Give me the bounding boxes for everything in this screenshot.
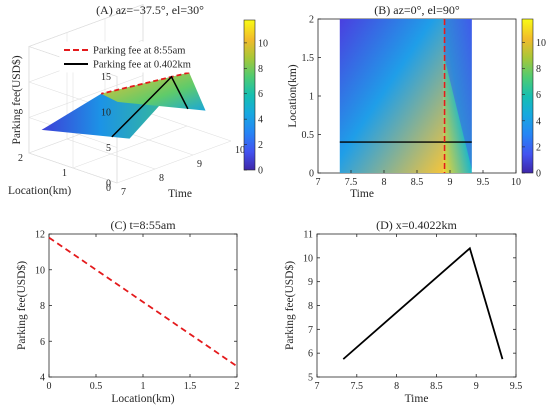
x-tick-label: 10 <box>511 177 521 188</box>
legend-box <box>59 41 211 73</box>
y-tick-label: 10 <box>303 253 313 264</box>
x-tick-label: 9 <box>448 177 453 188</box>
colorbar-tick-label: 0 <box>258 166 263 177</box>
chart-title: (B) az=0°, el=90° <box>374 3 460 17</box>
x-tick-label: 7 <box>315 381 320 392</box>
colorbar <box>243 19 256 171</box>
y-axis-label: Location(km) <box>287 64 299 127</box>
y-tick-label: 11 <box>303 230 313 241</box>
y-tick-label: 1 <box>62 168 67 179</box>
y-tick-label: 8 <box>40 301 45 312</box>
x-tick-label: 7.5 <box>345 177 358 188</box>
y-tick-label: 6 <box>308 349 313 360</box>
x-tick-label: 9.5 <box>510 381 523 392</box>
y-tick-label: 2 <box>309 15 314 26</box>
x-tick-label: 9.5 <box>477 177 490 188</box>
panel-b: 7 7.5 8 8.5 9 9.5 10 0 0.5 1 1.5 2 (B) az=0°, el=90°… <box>287 3 546 200</box>
y-tick-label: 10 <box>35 265 45 276</box>
x-axis-label: Time <box>168 188 192 200</box>
x-tick-label: 10 <box>235 145 245 156</box>
series-line <box>48 236 238 368</box>
y-tick-label: 9 <box>308 277 313 288</box>
x-axis-label: Time <box>405 393 429 405</box>
colorbar-tick-label: 10 <box>536 38 546 49</box>
colorbar-tick-label: 8 <box>258 64 263 75</box>
legend-label: Parking fee at 0.402km <box>93 60 191 71</box>
heatmap-shade <box>443 19 472 170</box>
colorbar-tick-label: 10 <box>258 38 268 49</box>
plot-area <box>48 233 238 378</box>
x-tick-label: 0 <box>47 381 52 392</box>
y-tick-label: 1 <box>309 92 314 103</box>
x-tick-label: 8 <box>159 173 164 184</box>
y-axis-label: Parking fee(USD$) <box>15 261 28 350</box>
x-tick-label: 8.5 <box>430 381 443 392</box>
x-tick-label: 1 <box>141 381 146 392</box>
colorbar-tick-label: 4 <box>536 116 541 127</box>
z-tick-label: 10 <box>101 108 111 119</box>
x-tick-label: 7 <box>316 177 321 188</box>
y-tick-label: 0 <box>309 169 314 180</box>
colorbar-tick-label: 2 <box>258 140 263 151</box>
grid-line <box>72 61 188 169</box>
y-tick-label: 8 <box>308 301 313 312</box>
y-tick-label: 0 <box>106 183 111 194</box>
x-tick-label: 7 <box>121 187 126 198</box>
colorbar-tick-label: 8 <box>536 64 541 75</box>
chart-title: (A) az=−37.5°, el=30° <box>96 3 204 17</box>
y-tick-label: 1.5 <box>302 53 315 64</box>
x-tick-label: 8 <box>382 177 387 188</box>
x-axis-label: Location(km) <box>111 393 174 405</box>
x-tick-label: 8 <box>394 381 399 392</box>
panel-d: 7 7.5 8 8.5 9 9.5 5 6 7 8 9 10 11 (D) x=0.4022km Time P… <box>283 218 522 405</box>
x-tick-label: 9 <box>197 159 202 170</box>
y-tick-label: 6 <box>40 337 45 348</box>
y-tick-label: 0.5 <box>302 130 315 141</box>
panel-a: 0 5 10 15 0 1 2 7 8 9 10 (A) az=−37.5°, el=30° Parki… <box>8 3 268 200</box>
surface-falling <box>101 72 206 111</box>
y-tick-label: 4 <box>40 373 45 384</box>
x-tick-label: 0.5 <box>90 381 103 392</box>
x-tick-label: 1.5 <box>184 381 197 392</box>
z-tick-label: 15 <box>101 72 111 83</box>
colorbar-tick-label: 4 <box>258 115 263 126</box>
x-tick-label: 9 <box>474 381 479 392</box>
y-tick-label: 12 <box>35 230 45 241</box>
colorbar-tick-label: 6 <box>536 90 541 101</box>
y-tick-label: 7 <box>308 325 313 336</box>
colorbar-tick-label: 0 <box>536 169 541 180</box>
z-axis-label: Parking fee(USD$) <box>10 55 23 144</box>
y-axis-label: Location(km) <box>8 185 71 197</box>
legend-label: Parking fee at 8:55am <box>93 46 185 57</box>
colorbar-tick-label: 6 <box>258 89 263 100</box>
panel-c: 0 0.5 1 1.5 2 4 6 8 10 12 (C) t=8:55am Location(km)… <box>15 218 240 405</box>
y-axis-label: Parking fee(USD$) <box>283 261 296 350</box>
x-tick-label: 7.5 <box>351 381 364 392</box>
y-tick-label: 5 <box>308 373 313 384</box>
x-tick-label: 8.5 <box>411 177 424 188</box>
colorbar-tick-label: 2 <box>536 142 541 153</box>
chart-title: (C) t=8:55am <box>110 218 176 232</box>
series-line <box>342 246 504 360</box>
heatmap-region-rising <box>339 19 444 173</box>
chart-title: (D) x=0.4022km <box>376 218 457 232</box>
x-tick-label: 2 <box>235 381 240 392</box>
z-tick-label: 5 <box>106 143 111 154</box>
surface-line-855am <box>100 71 190 95</box>
colorbar <box>521 18 534 174</box>
x-axis-label: Time <box>350 188 374 200</box>
y-tick-label: 2 <box>18 153 23 164</box>
z-tick-label: 0 <box>106 179 111 190</box>
surface-line-0402km <box>111 75 189 138</box>
